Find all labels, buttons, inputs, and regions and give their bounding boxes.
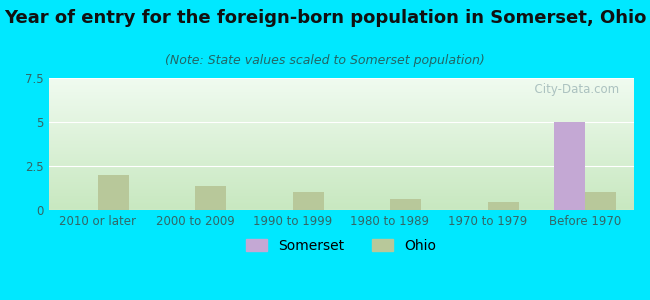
Bar	[554, 122, 585, 210]
Bar	[585, 192, 616, 210]
Text: City-Data.com: City-Data.com	[527, 83, 619, 96]
Legend: Somerset, Ohio: Somerset, Ohio	[240, 233, 442, 259]
Text: Year of entry for the foreign-born population in Somerset, Ohio: Year of entry for the foreign-born popul…	[4, 9, 646, 27]
Bar	[195, 186, 226, 210]
Bar	[390, 199, 421, 210]
Bar	[292, 192, 324, 210]
Bar	[98, 175, 129, 210]
Bar	[488, 202, 519, 210]
Text: (Note: State values scaled to Somerset population): (Note: State values scaled to Somerset p…	[165, 54, 485, 67]
